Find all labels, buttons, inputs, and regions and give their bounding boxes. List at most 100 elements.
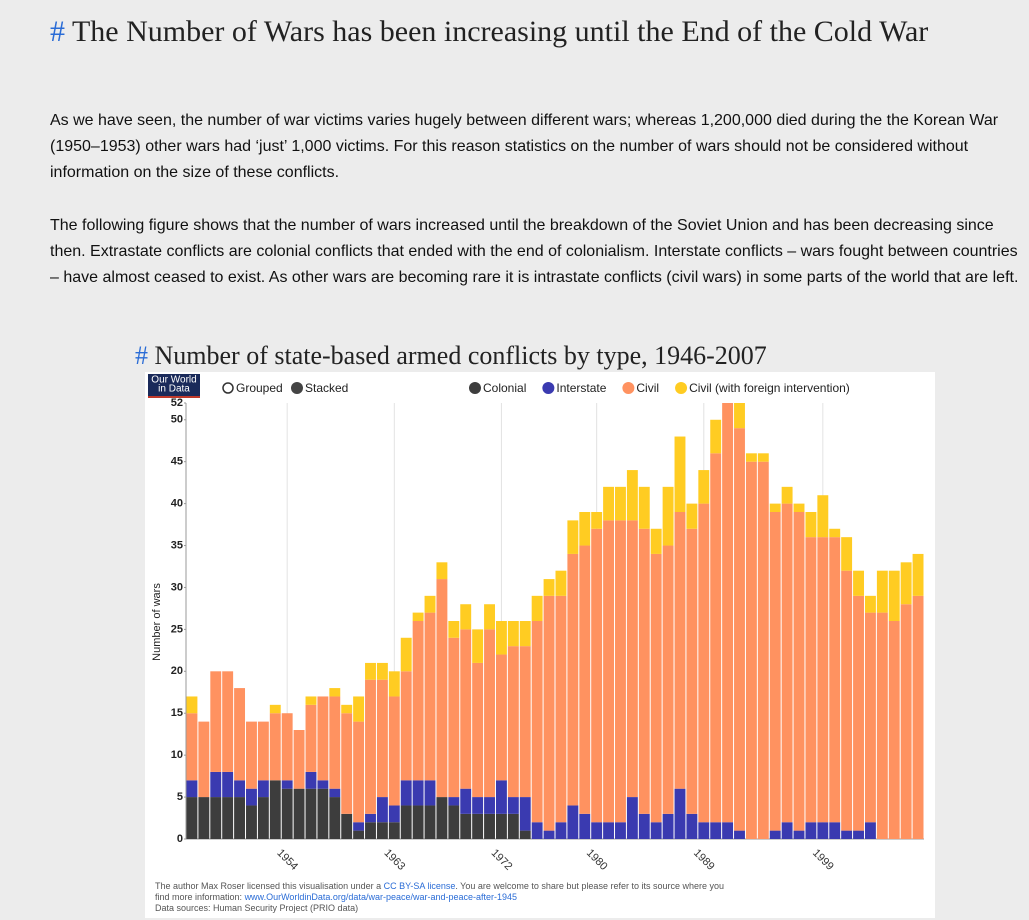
bar (400, 671, 412, 781)
bar (864, 822, 876, 839)
bar (769, 830, 781, 839)
bar (257, 721, 269, 781)
x-tick-label: 1954 (274, 847, 300, 873)
bar (650, 822, 662, 839)
bar (519, 797, 531, 831)
bar (900, 562, 912, 605)
bar (817, 822, 829, 839)
chart-title: Number of state-based armed conflicts by… (154, 341, 767, 370)
bar (341, 813, 353, 839)
bar (567, 805, 579, 839)
bar (281, 780, 293, 789)
bar (519, 646, 531, 798)
legend-label[interactable]: Interstate (556, 381, 606, 395)
license-link[interactable]: CC BY-SA license (383, 881, 456, 891)
bar (710, 453, 722, 823)
bar (484, 797, 495, 814)
bar (448, 805, 460, 839)
bar (269, 713, 281, 781)
bar (293, 730, 305, 789)
bar (817, 537, 829, 823)
bar (829, 528, 841, 538)
bar (662, 545, 674, 814)
y-tick-label: 10 (171, 749, 183, 761)
bar (424, 780, 436, 806)
bar (365, 662, 376, 680)
bar (543, 579, 555, 596)
anchor[interactable]: # (135, 341, 148, 370)
bar (400, 637, 412, 672)
legend-label[interactable]: Civil (with foreign intervention) (689, 381, 850, 395)
bar (246, 721, 257, 789)
bar (186, 696, 198, 714)
bar (745, 453, 757, 462)
toggle-label[interactable]: Stacked (305, 381, 348, 395)
bar (269, 704, 281, 714)
bar (388, 805, 400, 823)
bar (674, 512, 686, 789)
bar (210, 771, 222, 798)
bar (472, 662, 484, 798)
bar (888, 621, 900, 839)
bar (519, 621, 531, 647)
bar (388, 671, 400, 697)
logo[interactable] (148, 374, 200, 398)
bar (257, 780, 269, 798)
bar (400, 805, 412, 839)
y-tick-label: 25 (171, 623, 183, 635)
bar (448, 797, 460, 806)
y-tick-label: 52 (171, 397, 183, 409)
y-tick-label: 50 (171, 414, 183, 426)
bar (650, 553, 662, 823)
bar (400, 780, 412, 806)
y-tick-label: 35 (171, 539, 183, 551)
y-tick-label: 0 (177, 833, 183, 845)
legend-marker[interactable] (469, 382, 481, 394)
bar (781, 503, 793, 823)
bar (507, 797, 519, 814)
source-link[interactable]: www.OurWorldinData.org/data/war-peace/wa… (244, 892, 518, 902)
bar (376, 679, 388, 798)
toggle-label[interactable]: Grouped (236, 381, 283, 395)
anchor[interactable]: # (50, 15, 65, 48)
bar (710, 822, 722, 839)
toggle-radio[interactable] (222, 382, 234, 394)
legend-marker[interactable] (622, 382, 635, 394)
bar (745, 461, 757, 839)
legend-marker[interactable] (542, 382, 555, 394)
x-tick-label: 1972 (489, 847, 515, 873)
bar (698, 503, 710, 823)
legend-marker[interactable] (675, 382, 688, 394)
y-tick-label: 45 (171, 456, 183, 468)
y-tick-label: 30 (171, 581, 183, 593)
bar (353, 830, 365, 839)
bar (424, 595, 436, 613)
heading: # The Number of Wars has been increasing… (50, 14, 1010, 50)
legend-label[interactable]: Colonial (483, 381, 526, 395)
logo-text: Our World (151, 375, 196, 386)
bar (376, 662, 388, 680)
bar (829, 822, 841, 839)
bar (829, 537, 841, 823)
bar (424, 805, 436, 839)
legend-label[interactable]: Civil (636, 381, 659, 395)
bar (186, 713, 198, 781)
toggle-radio[interactable] (291, 382, 303, 394)
bar (317, 696, 329, 781)
chart-heading: # Number of state-based armed conflicts … (135, 340, 767, 372)
bar (317, 780, 329, 789)
bar (317, 788, 329, 839)
bar (507, 646, 519, 798)
bar (234, 780, 246, 798)
bar (222, 771, 234, 798)
bar (841, 537, 853, 571)
bar (543, 830, 555, 839)
bar (329, 696, 341, 789)
bar (876, 612, 888, 839)
bar (472, 629, 484, 663)
bar (460, 813, 472, 839)
bar (781, 486, 793, 504)
bar (353, 721, 365, 823)
bar (805, 537, 817, 823)
